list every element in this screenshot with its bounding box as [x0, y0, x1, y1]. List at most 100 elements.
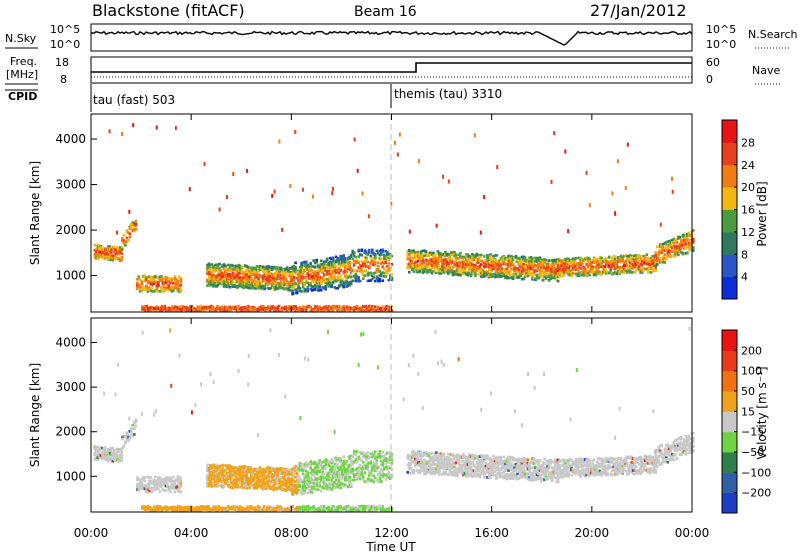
heatmap-cell: [219, 306, 222, 310]
heatmap-cell: [155, 485, 159, 488]
heatmap-cell: [254, 282, 257, 286]
heatmap-cell: [248, 466, 251, 469]
heatmap-cell: [618, 272, 621, 275]
heatmap-cell: [119, 456, 122, 460]
heatmap-cell: [212, 477, 215, 481]
heatmap-cell: [496, 272, 500, 276]
heatmap-cell: [665, 258, 668, 261]
heatmap-cell: [389, 255, 392, 259]
heatmap-cell: [231, 486, 235, 490]
heatmap-cell: [111, 258, 115, 262]
heatmap-cell: [261, 467, 265, 471]
heatmap-cell: [124, 440, 127, 444]
heatmap-cell: [459, 273, 462, 276]
heatmap-cell: [120, 456, 124, 460]
heatmap-cell: [163, 289, 166, 292]
heatmap-cell: [219, 277, 223, 281]
heatmap-cell: [328, 282, 332, 286]
heatmap-cell: [110, 258, 113, 262]
heatmap-cell: [369, 254, 373, 258]
heatmap-cell: [541, 260, 545, 264]
heatmap-cell: [448, 257, 452, 260]
heatmap-cell: [621, 270, 624, 273]
heatmap-cell: [564, 149, 567, 154]
heatmap-cell: [354, 305, 357, 309]
heatmap-cell: [474, 272, 477, 276]
heatmap-cell: [249, 266, 253, 270]
heatmap-cell: [223, 305, 227, 309]
heatmap-cell: [116, 252, 119, 255]
heatmap-cell: [368, 304, 371, 308]
heatmap-cell: [368, 279, 371, 282]
heatmap-cell: [276, 307, 279, 310]
heatmap-cell: [213, 281, 217, 285]
heatmap-cell: [242, 465, 245, 468]
heatmap-cell: [415, 252, 419, 256]
heatmap-cell: [101, 455, 104, 458]
heatmap-cell: [278, 282, 281, 286]
heatmap-cell: [114, 252, 118, 255]
heatmap-cell: [198, 309, 201, 313]
heatmap-cell: [406, 266, 410, 270]
heatmap-cell: [354, 279, 357, 283]
heatmap-cell: [119, 459, 122, 463]
heatmap-cell: [309, 284, 312, 287]
heatmap-cell: [134, 420, 138, 424]
heatmap-cell: [259, 308, 263, 311]
heatmap-cell: [522, 266, 525, 270]
heatmap-cell: [680, 238, 683, 242]
heatmap-cell: [601, 265, 605, 268]
heatmap-cell: [287, 286, 290, 290]
heatmap-cell: [484, 273, 488, 277]
heatmap-cell: [309, 306, 312, 309]
heatmap-cell: [316, 265, 320, 268]
heatmap-cell: [116, 458, 119, 461]
heatmap-cell: [628, 254, 632, 257]
heatmap-cell: [104, 454, 107, 458]
heatmap-cell: [360, 309, 363, 312]
heatmap-cell: [279, 277, 283, 281]
heatmap-cell: [125, 438, 129, 441]
heatmap-cell: [475, 258, 479, 261]
heatmap-cell: [621, 259, 624, 263]
heatmap-cell: [111, 254, 115, 258]
heatmap-cell: [143, 484, 147, 487]
heatmap-cell: [378, 279, 382, 283]
heatmap-cell: [583, 259, 587, 263]
heatmap-cell: [121, 131, 123, 136]
heatmap-cell: [207, 282, 211, 285]
heatmap-cell: [95, 457, 98, 461]
heatmap-cell: [430, 271, 434, 275]
heatmap-cell: [234, 275, 238, 279]
heatmap-cell: [315, 279, 318, 283]
heatmap-cell: [219, 469, 223, 473]
heatmap-cell: [646, 269, 650, 272]
heatmap-cell: [417, 250, 420, 254]
heatmap-cell: [479, 230, 482, 235]
heatmap-cell: [246, 480, 250, 483]
heatmap-cell: [558, 259, 561, 262]
heatmap-cell: [322, 276, 326, 280]
heatmap-cell: [553, 267, 557, 271]
heatmap-cell: [315, 274, 318, 277]
heatmap-cell: [301, 275, 305, 279]
heatmap-cell: [507, 258, 510, 261]
heatmap-cell: [619, 268, 623, 271]
heatmap-cell: [378, 278, 382, 281]
heatmap-cell: [178, 290, 181, 293]
heatmap-cell: [210, 278, 214, 282]
heatmap-cell: [206, 272, 209, 275]
heatmap-cell: [278, 285, 281, 288]
heatmap-cell: [549, 269, 552, 273]
heatmap-cell: [101, 251, 104, 254]
heatmap-cell: [612, 267, 615, 271]
heatmap-cell: [304, 306, 308, 309]
heatmap-cell: [532, 259, 536, 262]
heatmap-cell: [231, 285, 235, 288]
heatmap-cell: [432, 270, 435, 273]
heatmap-cell: [298, 271, 302, 275]
heatmap-cell: [674, 247, 677, 250]
heatmap-cell: [264, 473, 268, 476]
heatmap-cell: [576, 267, 579, 271]
heatmap-cell: [550, 276, 554, 280]
